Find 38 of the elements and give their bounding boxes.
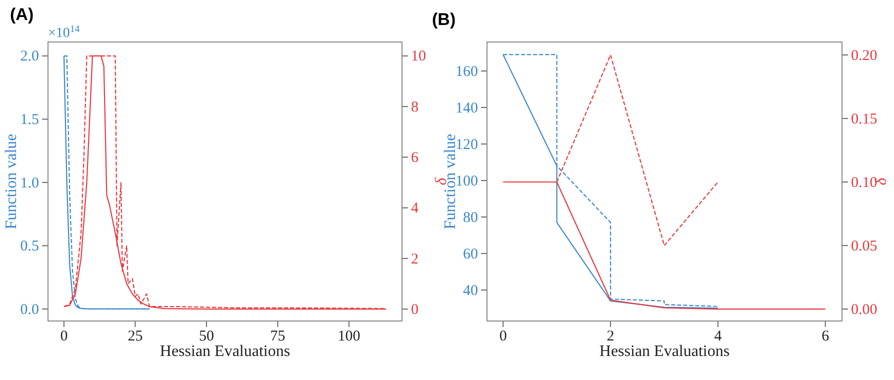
y2-tick-label: 0.20: [851, 48, 878, 64]
y-tick-label: 80: [463, 210, 478, 226]
y-tick-label: 2.0: [20, 48, 39, 65]
y-tick-label: 0.0: [20, 302, 39, 318]
chart-title: (A): [10, 5, 34, 24]
y-axis-title: Function value: [3, 134, 20, 230]
y-tick-label: 1.0: [20, 175, 39, 192]
x-tick-label: 50: [198, 328, 214, 345]
y-tick-label: 120: [456, 136, 478, 153]
y2-tick-label: 4: [411, 200, 419, 217]
y2-tick-label: 10: [411, 48, 426, 65]
y2-tick-label: 0: [411, 302, 418, 318]
y2-tick-label: 6: [411, 150, 419, 166]
y-tick-label: 140: [456, 100, 478, 116]
x-tick-label: 75: [270, 328, 286, 345]
y2-tick-label: 2: [411, 251, 418, 268]
y2-tick-label: 0.10: [851, 174, 878, 191]
y2-tick-label: 0.15: [851, 111, 878, 128]
x-tick-label: 25: [128, 328, 143, 345]
y2-tick-label: 0.05: [851, 238, 878, 254]
x-axis-title: Hessian Evaluations: [160, 343, 290, 360]
x-tick-label: 0: [60, 328, 68, 345]
y2-tick-label: 0.00: [851, 302, 878, 318]
y-tick-label: 40: [463, 282, 478, 299]
x-tick-label: 0: [499, 328, 507, 345]
chart-title: (B): [432, 10, 456, 29]
x-tick-label: 100: [338, 328, 360, 345]
y-tick-label: 1.5: [20, 112, 39, 128]
x-tick-label: 2: [606, 328, 614, 345]
y-tick-label: 160: [456, 64, 478, 80]
x-axis-title: Hessian Evaluations: [599, 343, 730, 360]
y-tick-label: 0.5: [20, 238, 39, 255]
x-tick-label: 4: [714, 328, 722, 345]
text: ×10$^{14}$: [48, 24, 80, 41]
y-tick-label: 60: [463, 246, 478, 262]
x-tick-label: 6: [822, 328, 830, 345]
y-tick-label: 100: [456, 173, 478, 190]
y2-tick-label: 8: [411, 99, 418, 116]
